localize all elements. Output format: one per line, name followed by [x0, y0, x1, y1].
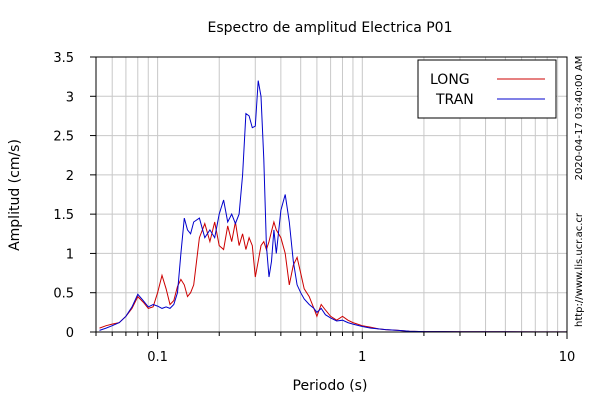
series-group	[99, 80, 567, 333]
legend: LONG TRAN	[417, 59, 557, 119]
series-line-tran	[99, 80, 567, 333]
y-tick-label: 1.5	[53, 208, 74, 223]
legend-label-long: LONG	[430, 72, 470, 88]
series-line-long	[99, 220, 567, 333]
y-axis-label: Amplitud (cm/s)	[7, 139, 23, 251]
chart-title: Espectro de amplitud Electrica P01	[208, 20, 453, 36]
legend-box	[417, 59, 557, 119]
y-tick-label: 3	[66, 90, 74, 105]
x-tick-label: 10	[559, 350, 576, 365]
plot-frame	[95, 56, 568, 333]
y-tick-label: 2.5	[53, 130, 74, 145]
y-tick-label: 0	[66, 326, 74, 341]
x-axis-label: Periodo (s)	[293, 378, 368, 394]
y-tick-label: 2	[66, 169, 74, 184]
x-tick-label: 0.1	[147, 350, 168, 365]
y-tick-label: 3.5	[53, 51, 74, 66]
timestamp-text: 2020-04-17 03:40:00 AM	[574, 56, 585, 181]
x-tick-label: 1	[358, 350, 366, 365]
y-tick-label: 1	[66, 247, 74, 262]
source-url-text: http://www.lis.ucr.ac.cr	[574, 212, 585, 327]
y-tick-label: 0.5	[53, 287, 74, 302]
legend-label-tran: TRAN	[435, 92, 474, 108]
tick-group: 0.1 1 10 0 0.5 1 1.5 2 2.5 3 3.5	[53, 51, 575, 365]
